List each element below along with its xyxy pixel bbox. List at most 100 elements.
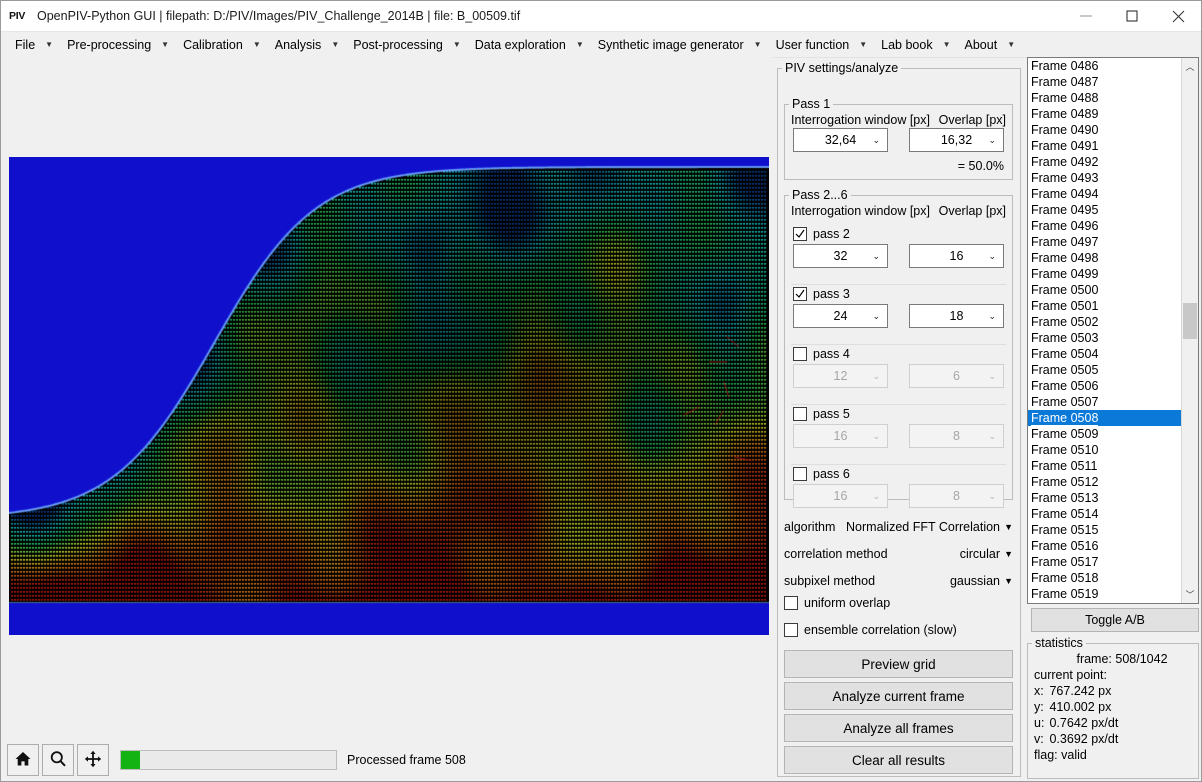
menu-item-data-exploration[interactable]: Data exploration ▼ (474, 37, 584, 52)
frame-list-item[interactable]: Frame 0518 (1031, 571, 1099, 585)
frame-list-item[interactable]: Frame 0500 (1031, 283, 1099, 297)
correlation-method-label: correlation method (784, 547, 888, 561)
frame-list-item[interactable]: Frame 0510 (1031, 443, 1099, 457)
menu-item-synthetic-image-generator[interactable]: Synthetic image generator ▼ (597, 37, 762, 52)
preview-grid-button[interactable]: Preview grid (784, 650, 1013, 678)
chevron-down-icon: ⌄ (988, 310, 996, 321)
chevron-down-icon: ▼ (1004, 576, 1013, 586)
frame-list-items[interactable]: Frame 0486 Frame 0487 Frame 0488 Frame 0489… (1028, 58, 1181, 603)
scrollbar-thumb[interactable] (1183, 303, 1197, 339)
frame-list-item[interactable]: Frame 0514 (1031, 507, 1099, 521)
menu-item-file[interactable]: File ▼ (15, 37, 54, 52)
pass2-checkbox[interactable]: pass 2 (785, 224, 1012, 243)
subpixel-method-value: gaussian (949, 574, 1000, 588)
checkbox-checked-icon (793, 287, 807, 301)
pan-button[interactable] (77, 744, 109, 776)
algorithm-row[interactable]: algorithm Normalized FFT Correlation ▼ (778, 516, 1020, 538)
frame-list-item[interactable]: Frame 0511 (1031, 459, 1098, 473)
frame-list-item[interactable]: Frame 0492 (1031, 155, 1099, 169)
frame-list-item[interactable]: Frame 0494 (1031, 187, 1099, 201)
frame-list-item[interactable]: Frame 0516 (1031, 539, 1099, 553)
correlation-method-row[interactable]: correlation method circular ▼ (778, 543, 1020, 565)
frame-list-item[interactable]: Frame 0503 (1031, 331, 1099, 345)
frame-list-item[interactable]: Frame 0486 (1031, 59, 1099, 73)
pass1-interrogation-window-select[interactable]: 32,64 ⌄ (793, 128, 888, 152)
frame-list-item[interactable]: Frame 0502 (1031, 315, 1099, 329)
frame-list-item[interactable]: Frame 0487 (1031, 75, 1099, 89)
frame-list-item[interactable]: Frame 0513 (1031, 491, 1099, 505)
frame-list-item[interactable]: Frame 0504 (1031, 347, 1099, 361)
chevron-down-icon: ▼ (331, 39, 340, 49)
frame-list-item[interactable]: Frame 0497 (1031, 235, 1099, 249)
frame-list-item[interactable]: Frame 0507 (1031, 395, 1099, 409)
toggle-ab-button[interactable]: Toggle A/B (1031, 608, 1199, 632)
chevron-up-icon[interactable]: ︿ (1185, 62, 1195, 72)
pass26-legend: Pass 2...6 (792, 188, 848, 202)
frame-list-item[interactable]: Frame 0517 (1031, 555, 1099, 569)
frame-list-item[interactable]: Frame 0498 (1031, 251, 1099, 265)
pass3-row: pass 3 24 ⌄ 18 ⌄ (785, 284, 1012, 332)
pass3-overlap-select[interactable]: 18 ⌄ (909, 304, 1004, 328)
menu-item-post-processing[interactable]: Post-processing ▼ (353, 37, 461, 52)
pass5-checkbox[interactable]: pass 5 (785, 404, 1012, 423)
subpixel-method-row[interactable]: subpixel method gaussian ▼ (778, 570, 1020, 592)
frame-list-item[interactable]: Frame 0499 (1031, 267, 1099, 281)
analyze-all-frames-button[interactable]: Analyze all frames (784, 714, 1013, 742)
pass4-row: pass 4 12 ⌄ 6 ⌄ (785, 344, 1012, 392)
frame-list-item[interactable]: Frame 0509 (1031, 427, 1099, 441)
window-controls (1063, 1, 1201, 31)
menu-item-lab-book[interactable]: Lab book ▼ (881, 37, 951, 52)
piv-image-container[interactable] (9, 157, 769, 635)
menu-item-calibration[interactable]: Calibration ▼ (183, 37, 261, 52)
frame-list-item[interactable]: Frame 0501 (1031, 299, 1099, 313)
uniform-overlap-checkbox[interactable]: uniform overlap (784, 596, 890, 610)
pass2-overlap-select[interactable]: 16 ⌄ (909, 244, 1004, 268)
chevron-down-icon: ⌄ (872, 250, 880, 261)
pass4-checkbox[interactable]: pass 4 (785, 344, 1012, 363)
menu-item-user-function[interactable]: User function ▼ (775, 37, 868, 52)
menu-item-pre-processing[interactable]: Pre-processing ▼ (67, 37, 170, 52)
chevron-down-icon: ▼ (1007, 39, 1016, 49)
frame-list[interactable]: Frame 0486 Frame 0487 Frame 0488 Frame 0489… (1027, 57, 1199, 604)
frame-list-item[interactable]: Frame 0489 (1031, 107, 1099, 121)
frame-list-item[interactable]: Frame 0488 (1031, 91, 1099, 105)
frame-list-item[interactable]: Frame 0512 (1031, 475, 1099, 489)
minimize-icon[interactable] (1063, 1, 1109, 31)
home-button[interactable] (7, 744, 39, 776)
pass6-checkbox[interactable]: pass 6 (785, 464, 1012, 483)
chevron-down-icon: ⌄ (988, 250, 996, 261)
close-icon[interactable] (1155, 1, 1201, 31)
pass5-overlap-select[interactable]: 8 ⌄ (909, 424, 1004, 448)
piv-vector-field[interactable] (9, 157, 769, 635)
pass2-interrogation-window-select[interactable]: 32 ⌄ (793, 244, 888, 268)
menu-item-about[interactable]: About ▼ (964, 37, 1016, 52)
menu-item-analysis[interactable]: Analysis ▼ (274, 37, 340, 52)
pass3-checkbox[interactable]: pass 3 (785, 284, 1012, 303)
chevron-down-icon[interactable]: ﹀ (1185, 590, 1195, 600)
frame-list-item[interactable]: Frame 0508 (1028, 410, 1181, 426)
ensemble-correlation-checkbox[interactable]: ensemble correlation (slow) (784, 623, 957, 637)
pass3-interrogation-window-select[interactable]: 24 ⌄ (793, 304, 888, 328)
pass1-overlap-select[interactable]: 16,32 ⌄ (909, 128, 1004, 152)
analyze-current-frame-button[interactable]: Analyze current frame (784, 682, 1013, 710)
frame-list-item[interactable]: Frame 0515 (1031, 523, 1099, 537)
frame-list-item[interactable]: Frame 0490 (1031, 123, 1099, 137)
frame-list-item[interactable]: Frame 0495 (1031, 203, 1099, 217)
pass5-interrogation-window-select[interactable]: 16 ⌄ (793, 424, 888, 448)
frame-list-item[interactable]: Frame 0491 (1031, 139, 1099, 153)
frame-list-item[interactable]: Frame 0505 (1031, 363, 1099, 377)
frame-list-item[interactable]: Frame 0506 (1031, 379, 1099, 393)
pass4-interrogation-window-select[interactable]: 12 ⌄ (793, 364, 888, 388)
maximize-icon[interactable] (1109, 1, 1155, 31)
frame-list-item[interactable]: Frame 0496 (1031, 219, 1099, 233)
chevron-down-icon: ▼ (575, 39, 584, 49)
pass4-overlap-select[interactable]: 6 ⌄ (909, 364, 1004, 388)
frame-list-scrollbar[interactable]: ︿ ﹀ (1181, 58, 1198, 603)
clear-all-results-button[interactable]: Clear all results (784, 746, 1013, 774)
frame-list-item[interactable]: Frame 0493 (1031, 171, 1099, 185)
pass6-interrogation-window-select[interactable]: 16 ⌄ (793, 484, 888, 508)
frame-list-item[interactable]: Frame 0519 (1031, 587, 1099, 601)
pass6-overlap-select[interactable]: 8 ⌄ (909, 484, 1004, 508)
flag-value: valid (1061, 748, 1087, 762)
zoom-button[interactable] (42, 744, 74, 776)
